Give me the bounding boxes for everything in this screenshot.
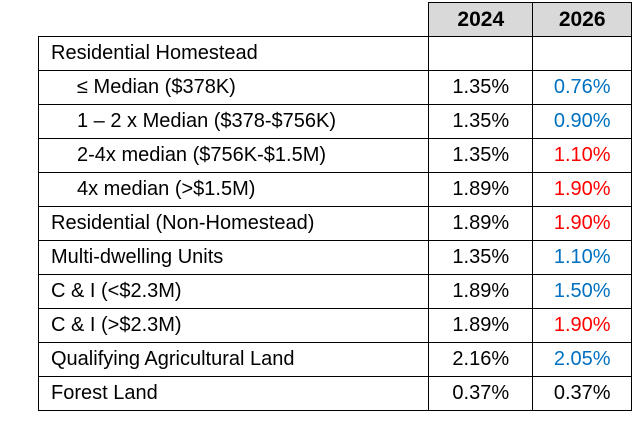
table-row: C & I (>$2.3M) 1.89% 1.90% bbox=[37, 308, 632, 343]
table-row: Multi-dwelling Units 1.35% 1.10% bbox=[37, 240, 632, 275]
empty-cell bbox=[532, 36, 632, 71]
rate-cell: 0.37% bbox=[532, 376, 632, 411]
rate-cell: 2.16% bbox=[428, 342, 534, 377]
rate-cell: 1.89% bbox=[428, 172, 534, 207]
row-label: Residential Homestead bbox=[37, 36, 430, 71]
rate-cell: 1.35% bbox=[428, 138, 534, 173]
empty-cell bbox=[428, 36, 534, 71]
rate-cell: 1.90% bbox=[532, 172, 632, 207]
table-row: C & I (<$2.3M) 1.89% 1.50% bbox=[37, 274, 632, 309]
header-row: 2024 2026 bbox=[38, 2, 632, 37]
rate-cell: 1.10% bbox=[532, 138, 632, 173]
row-label: Forest Land bbox=[37, 376, 430, 411]
table-row: 1 – 2 x Median ($378-$756K) 1.35% 0.90% bbox=[37, 104, 632, 139]
table-row: 2-4x median ($756K-$1.5M) 1.35% 1.10% bbox=[37, 138, 632, 173]
rate-cell: 0.90% bbox=[532, 104, 632, 139]
rate-cell: 0.37% bbox=[428, 376, 534, 411]
table-row: Residential (Non-Homestead) 1.89% 1.90% bbox=[37, 206, 632, 241]
row-label: 4x median (>$1.5M) bbox=[37, 172, 430, 207]
rate-cell: 1.89% bbox=[428, 206, 534, 241]
rate-cell: 1.35% bbox=[428, 104, 534, 139]
table-row: ≤ Median ($378K) 1.35% 0.76% bbox=[37, 70, 632, 105]
rate-cell: 1.10% bbox=[532, 240, 632, 275]
rate-cell: 1.90% bbox=[532, 206, 632, 241]
row-label: 1 – 2 x Median ($378-$756K) bbox=[37, 104, 430, 139]
row-label: C & I (<$2.3M) bbox=[37, 274, 430, 309]
rate-cell: 1.89% bbox=[428, 308, 534, 343]
column-header: 2026 bbox=[532, 2, 632, 37]
table-row: Forest Land 0.37% 0.37% bbox=[37, 376, 632, 411]
rate-cell: 1.35% bbox=[428, 70, 534, 105]
rate-table: 2024 2026 Residential Homestead ≤ Median … bbox=[37, 2, 632, 411]
row-label: ≤ Median ($378K) bbox=[37, 70, 430, 105]
rate-cell: 0.76% bbox=[532, 70, 632, 105]
table-row: 4x median (>$1.5M) 1.89% 1.90% bbox=[37, 172, 632, 207]
row-label: Qualifying Agricultural Land bbox=[37, 342, 430, 377]
table-row: Residential Homestead bbox=[37, 36, 632, 71]
rate-cell: 2.05% bbox=[532, 342, 632, 377]
row-label: Residential (Non-Homestead) bbox=[37, 206, 430, 241]
row-label: Multi-dwelling Units bbox=[37, 240, 430, 275]
column-header: 2024 bbox=[428, 2, 534, 37]
row-label: 2-4x median ($756K-$1.5M) bbox=[37, 138, 430, 173]
rate-cell: 1.89% bbox=[428, 274, 534, 309]
blank-header bbox=[38, 2, 429, 37]
rate-cell: 1.50% bbox=[532, 274, 632, 309]
row-label: C & I (>$2.3M) bbox=[37, 308, 430, 343]
rate-cell: 1.90% bbox=[532, 308, 632, 343]
rate-cell: 1.35% bbox=[428, 240, 534, 275]
table-row: Qualifying Agricultural Land 2.16% 2.05% bbox=[37, 342, 632, 377]
